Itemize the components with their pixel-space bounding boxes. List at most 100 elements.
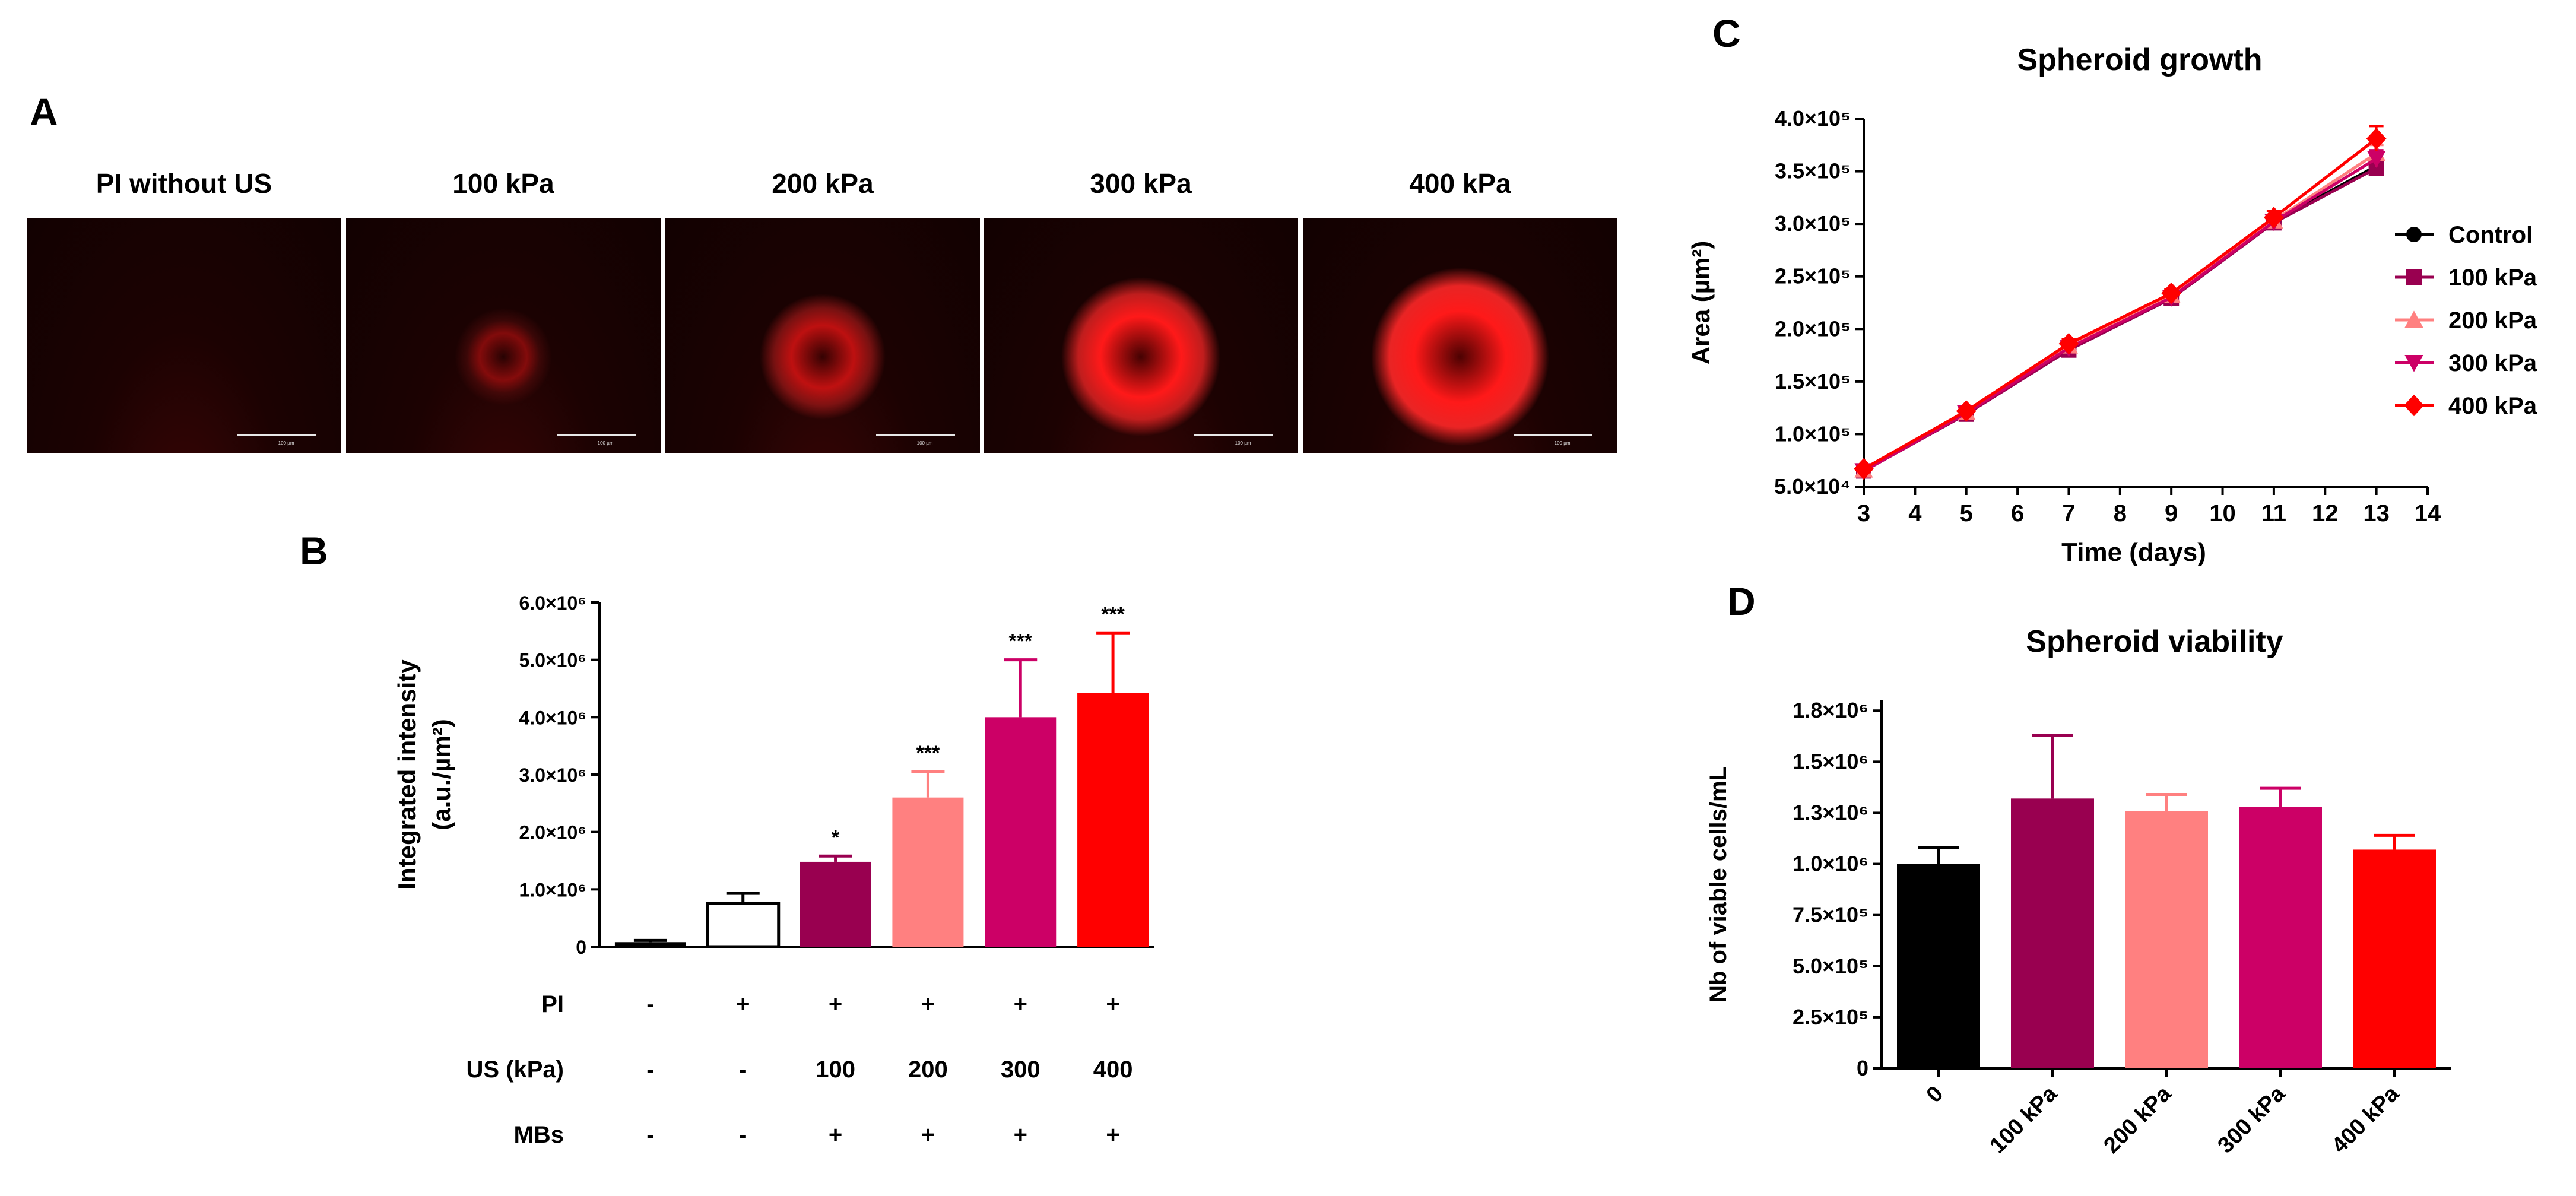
bar	[985, 717, 1057, 947]
x-tick-label: 14	[2415, 500, 2441, 526]
legend-marker	[2404, 355, 2423, 372]
micrograph-title: 300 kPa	[1090, 168, 1192, 199]
data-point	[2058, 332, 2079, 355]
condition-value: +	[921, 1122, 935, 1148]
panel-label-d: D	[1727, 579, 1756, 623]
x-axis-label: Time (days)	[2061, 538, 2206, 567]
x-tick-label: 9	[2165, 500, 2178, 526]
data-point	[2367, 151, 2386, 168]
panel-label-c: C	[1712, 11, 1741, 55]
bar	[800, 861, 871, 947]
y-tick-label: 3.0×10⁵	[1775, 211, 1851, 236]
condition-value: -	[646, 1057, 654, 1083]
x-tick-label: 100 kPa	[1985, 1081, 2063, 1158]
condition-row-label: US (kPa)	[467, 1057, 564, 1083]
y-tick-label: 2.5×10⁵	[1793, 1005, 1868, 1029]
scale-bar	[1514, 434, 1592, 437]
y-tick-label: 2.0×10⁵	[1775, 316, 1851, 341]
legend-marker	[2404, 310, 2423, 328]
scale-bar-label: 100 µm	[597, 440, 614, 446]
x-tick-label: 0	[1922, 1081, 1949, 1108]
y-tick-label: 1.3×10⁶	[1793, 800, 1868, 824]
y-tick-label: 3.5×10⁵	[1775, 159, 1851, 183]
series-line	[1863, 152, 2378, 471]
condition-value: +	[736, 991, 750, 1017]
y-tick-label: 1.0×10⁶	[519, 879, 587, 900]
y-tick-label: 0	[1857, 1056, 1868, 1080]
condition-value: -	[739, 1122, 747, 1148]
bar	[892, 797, 964, 947]
x-tick-label: 5	[1960, 500, 1973, 526]
condition-row-label: PI	[541, 991, 564, 1017]
data-point	[2366, 128, 2387, 150]
condition-value: +	[1014, 1122, 1027, 1148]
y-tick-label: 5.0×10⁵	[1793, 954, 1868, 978]
x-tick-label: 300 kPa	[2213, 1081, 2291, 1158]
legend-marker	[2406, 227, 2422, 242]
legend-marker	[2406, 269, 2422, 285]
bar	[1077, 693, 1149, 947]
x-tick-label: 11	[2261, 500, 2286, 526]
condition-value: +	[921, 991, 935, 1017]
bar	[614, 942, 686, 947]
legend-label: 100 kPa	[2448, 265, 2537, 291]
condition-value: 200	[908, 1057, 948, 1083]
bar	[2353, 849, 2436, 1068]
chart-c-spheroid-growth: Spheroid growth Area (µm²) Time (days) 5.0×…	[1687, 43, 2537, 567]
condition-value: +	[829, 1122, 842, 1148]
scale-bar-label: 100 µm	[916, 440, 933, 446]
bar	[1897, 864, 1980, 1068]
chart-title: Spheroid viability	[2026, 624, 2283, 659]
condition-row-label: MBs	[514, 1122, 564, 1148]
x-tick-label: 13	[2363, 500, 2390, 526]
y-tick-label: 4.0×10⁵	[1775, 106, 1851, 131]
x-tick-label: 4	[1908, 500, 1922, 526]
y-tick-label: 1.5×10⁵	[1775, 369, 1851, 394]
x-tick-label: 6	[2011, 500, 2024, 526]
condition-value: +	[829, 991, 842, 1017]
y-axis-label-units: (a.u./µm²)	[427, 719, 455, 830]
condition-value: +	[1106, 1122, 1119, 1148]
y-axis-label: Area (µm²)	[1687, 241, 1715, 365]
y-axis-label: Nb of viable cells/mL	[1705, 766, 1731, 1003]
significance-label: ***	[1101, 603, 1125, 626]
y-tick-label: 5.0×10⁴	[1774, 474, 1851, 499]
condition-value: -	[739, 1057, 747, 1083]
condition-value: -	[646, 991, 654, 1017]
x-tick-label: 12	[2312, 500, 2339, 526]
series-line	[1863, 157, 2377, 472]
bar	[2011, 798, 2094, 1068]
condition-value: +	[1014, 991, 1027, 1017]
y-tick-label: 6.0×10⁶	[519, 592, 587, 614]
micrograph-title: PI without US	[96, 168, 272, 199]
y-tick-label: 3.0×10⁶	[519, 764, 587, 786]
bar	[2125, 811, 2208, 1068]
x-tick-label: 8	[2114, 500, 2127, 526]
micrograph-image: 100 µm	[1303, 218, 1617, 453]
condition-value: +	[1106, 991, 1119, 1017]
y-tick-label: 7.5×10⁵	[1793, 903, 1868, 927]
y-tick-label: 1.8×10⁶	[1793, 698, 1868, 722]
legend-label: 200 kPa	[2448, 307, 2537, 334]
data-point	[1854, 458, 1874, 480]
chart-title: Spheroid growth	[2017, 43, 2262, 77]
condition-value: 400	[1093, 1057, 1133, 1083]
y-tick-label: 2.5×10⁵	[1775, 264, 1851, 288]
scale-bar	[876, 434, 955, 437]
y-tick-label: 4.0×10⁶	[519, 707, 587, 728]
micrograph-image: 100 µm	[984, 218, 1298, 453]
bar	[706, 902, 781, 948]
x-tick-label: 7	[2062, 500, 2075, 526]
x-tick-label: 3	[1857, 500, 1870, 526]
y-tick-label: 1.0×10⁵	[1775, 421, 1851, 446]
legend-marker	[2404, 394, 2424, 417]
micrograph-image: 100 µm	[346, 218, 661, 453]
significance-label: ***	[1008, 630, 1032, 653]
x-tick-label: 200 kPa	[2099, 1081, 2177, 1158]
significance-label: ***	[916, 742, 940, 764]
micrograph-image: 100 µm	[27, 218, 341, 453]
scale-bar	[1194, 434, 1273, 437]
y-tick-label: 1.5×10⁶	[1793, 749, 1868, 773]
legend-label: 300 kPa	[2448, 350, 2537, 376]
micrograph-title: 200 kPa	[772, 168, 874, 199]
